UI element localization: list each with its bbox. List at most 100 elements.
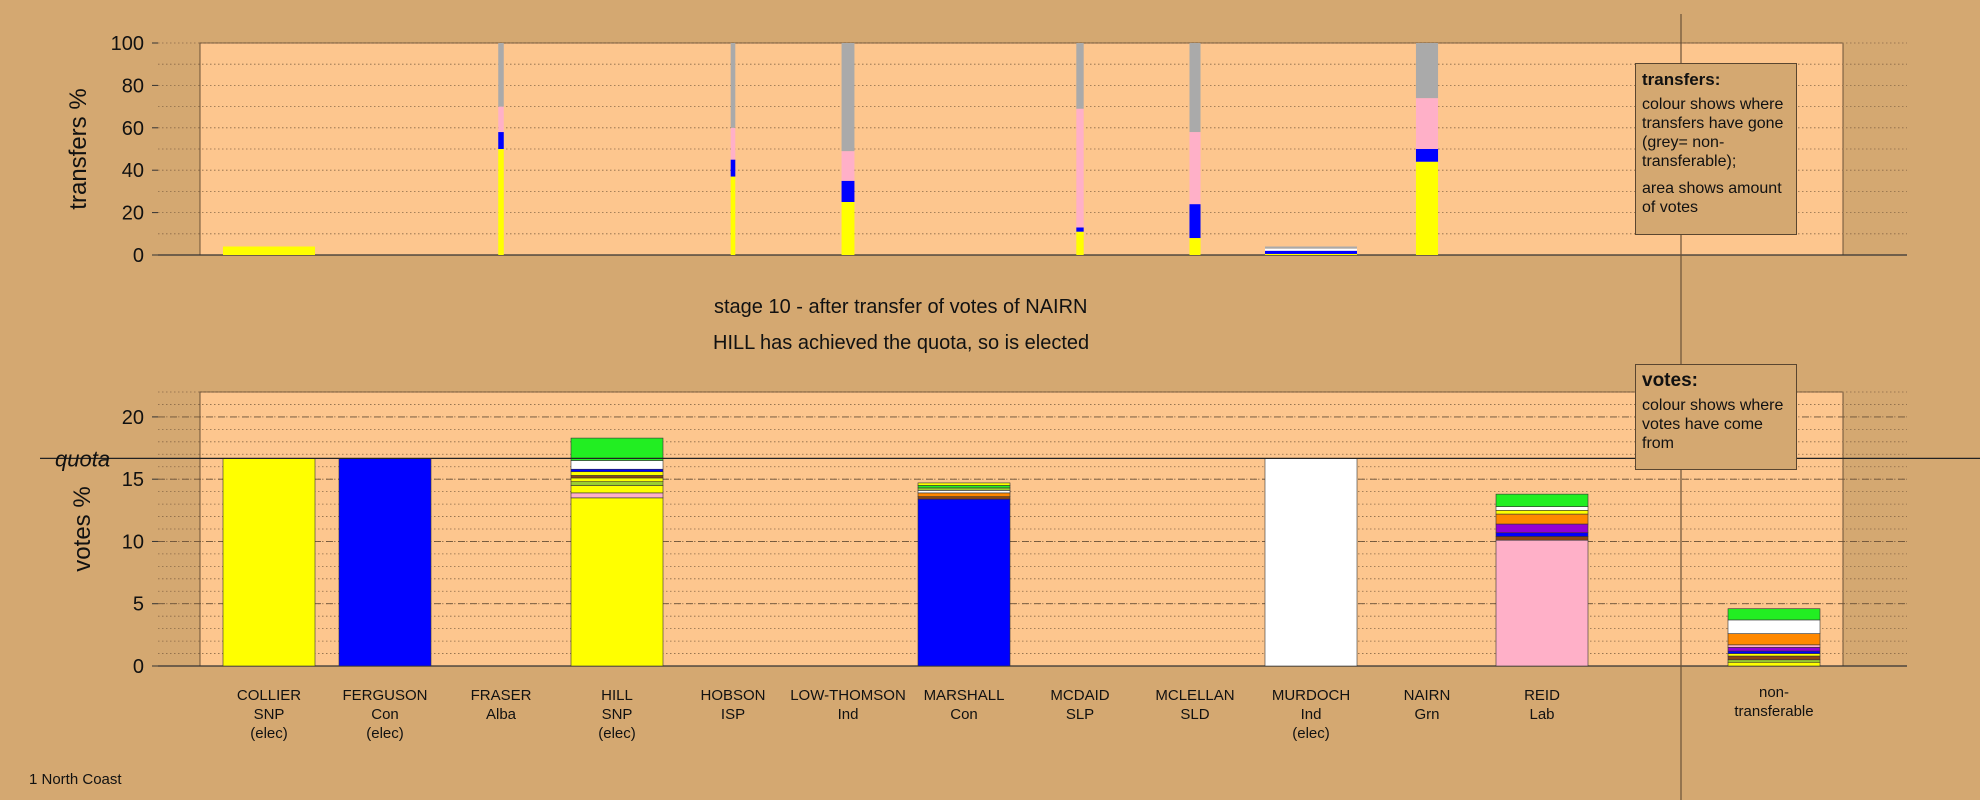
y-tick-label: 20 [122, 203, 144, 225]
x-tick-label: COLLIER SNP (elec) [237, 687, 301, 742]
votes-legend-title: votes: [1642, 370, 1698, 391]
y-axis-label: transfers % [65, 88, 92, 209]
x-tick-label-line: Lab [1529, 706, 1554, 723]
y-tick-label: 100 [111, 33, 144, 55]
x-tick-label: NAIRN Grn [1404, 687, 1451, 723]
stage-title: stage 10 - after transfer of votes of NA… [714, 296, 1088, 318]
x-tick-label-line: SNP [602, 706, 633, 723]
bar-hill [570, 437, 664, 667]
transfers-panel: 0 20 40 60 80 100 transfers % [65, 33, 1907, 267]
y-tick-label: 60 [122, 118, 144, 140]
transfer-segment [1415, 149, 1439, 162]
transfer-segment [1189, 204, 1201, 239]
votes-segment [1727, 653, 1821, 657]
y-tick-label: 5 [133, 594, 144, 616]
x-tick-label-line: Con [371, 706, 399, 723]
transfer-segment [1076, 227, 1084, 232]
x-tick-label-line: FERGUSON [342, 687, 427, 704]
votes-segment [917, 482, 1011, 486]
votes-segment [917, 485, 1011, 489]
bar-murdoch [1264, 458, 1358, 667]
stage-subtitle: HILL has achieved the quota, so is elect… [713, 332, 1090, 354]
bar-mcdaid [1076, 43, 1084, 255]
transfer-segment [1076, 43, 1084, 109]
transfer-segment [1076, 108, 1084, 228]
transfer-segment [498, 43, 504, 107]
x-tick-label-line: Con [950, 706, 978, 723]
x-tick-label: MARSHALL Con [924, 687, 1005, 723]
transfer-segment [498, 106, 504, 133]
bar-non-transferable [1727, 608, 1821, 667]
transfers-legend-line2: area shows amount of votes [1642, 180, 1782, 216]
transfer-segment [1265, 248, 1357, 251]
votes-segment [570, 481, 664, 486]
transfer-segment [841, 43, 855, 152]
bar-ferguson [338, 458, 432, 667]
votes-segment [1727, 644, 1821, 648]
votes-segment [1727, 633, 1821, 646]
x-tick-label-line: Ind [1301, 706, 1322, 723]
transfer-segment [1265, 250, 1357, 254]
quota-label: quota [55, 446, 110, 471]
transfer-segment [1189, 238, 1201, 255]
bar-fraser [498, 43, 504, 255]
x-tick-label-line: Alba [486, 706, 517, 723]
x-tick-label: non-transferable [1734, 684, 1813, 720]
x-tick-label: FRASER Alba [471, 687, 532, 723]
transfer-segment [1415, 161, 1439, 255]
votes-segment [1727, 650, 1821, 654]
footer-label: 1 North Coast [29, 771, 122, 788]
x-tick-label-line: non- [1759, 684, 1789, 701]
y-axis-label: votes % [69, 486, 96, 571]
x-tick-label: FERGUSON Con (elec) [342, 687, 427, 742]
votes-segment [1495, 510, 1589, 515]
bar-reid [1495, 493, 1589, 667]
transfer-segment [1415, 98, 1439, 149]
votes-segment [570, 492, 664, 499]
x-tick-label: HOBSON ISP [700, 687, 765, 723]
y-tick-label: 0 [133, 656, 144, 678]
x-tick-label-line: HILL [601, 687, 633, 704]
votes-segment [1727, 608, 1821, 621]
plot-area [199, 42, 1844, 256]
transfer-segment [1265, 246, 1357, 249]
votes-segment [570, 471, 664, 476]
votes-segment [1495, 493, 1589, 507]
votes-segment [570, 485, 664, 494]
votes-segment [1495, 536, 1589, 541]
votes-segment [917, 496, 1011, 500]
x-tick-label-line: MCDAID [1050, 687, 1109, 704]
x-tick-label: MURDOCH Ind (elec) [1272, 687, 1350, 742]
x-tick-label-line: (elec) [598, 725, 636, 742]
bar-nairn [1415, 43, 1439, 255]
x-tick-label: REID Lab [1524, 687, 1560, 723]
x-tick-label-line: SNP [254, 706, 285, 723]
x-tick-label-line: HOBSON [700, 687, 765, 704]
votes-segment [1495, 506, 1589, 511]
votes-segment [1495, 532, 1589, 537]
y-tick-label: 0 [133, 245, 144, 267]
votes-legend-line1: colour shows where votes have come from [1642, 397, 1784, 452]
x-tick-label-line: MCLELLAN [1155, 687, 1234, 704]
transfer-segment [498, 132, 504, 149]
votes-segment [1727, 619, 1821, 634]
x-tick-label-line: SLP [1066, 706, 1094, 723]
x-tick-label-line: MURDOCH [1272, 687, 1350, 704]
y-tick-label: 40 [122, 160, 144, 182]
bar-marshall [917, 482, 1011, 667]
bar-murdoch [1265, 246, 1357, 255]
transfers-legend-title: transfers: [1642, 70, 1721, 89]
y-tick-label: 20 [122, 407, 144, 429]
x-tick-label-line: NAIRN [1404, 687, 1451, 704]
x-tick-label-line: Ind [838, 706, 859, 723]
x-tick-label-line: Grn [1414, 706, 1439, 723]
x-tick-label: MCDAID SLP [1050, 687, 1109, 723]
bar-collier [223, 246, 315, 255]
votes-segment [570, 437, 664, 461]
votes-segment [1727, 661, 1821, 667]
votes-segment [1727, 659, 1821, 663]
votes-legend-box: votes: colour shows where votes have com… [1635, 364, 1797, 470]
y-tick-label: 10 [122, 531, 144, 553]
votes-segment [1264, 458, 1358, 667]
